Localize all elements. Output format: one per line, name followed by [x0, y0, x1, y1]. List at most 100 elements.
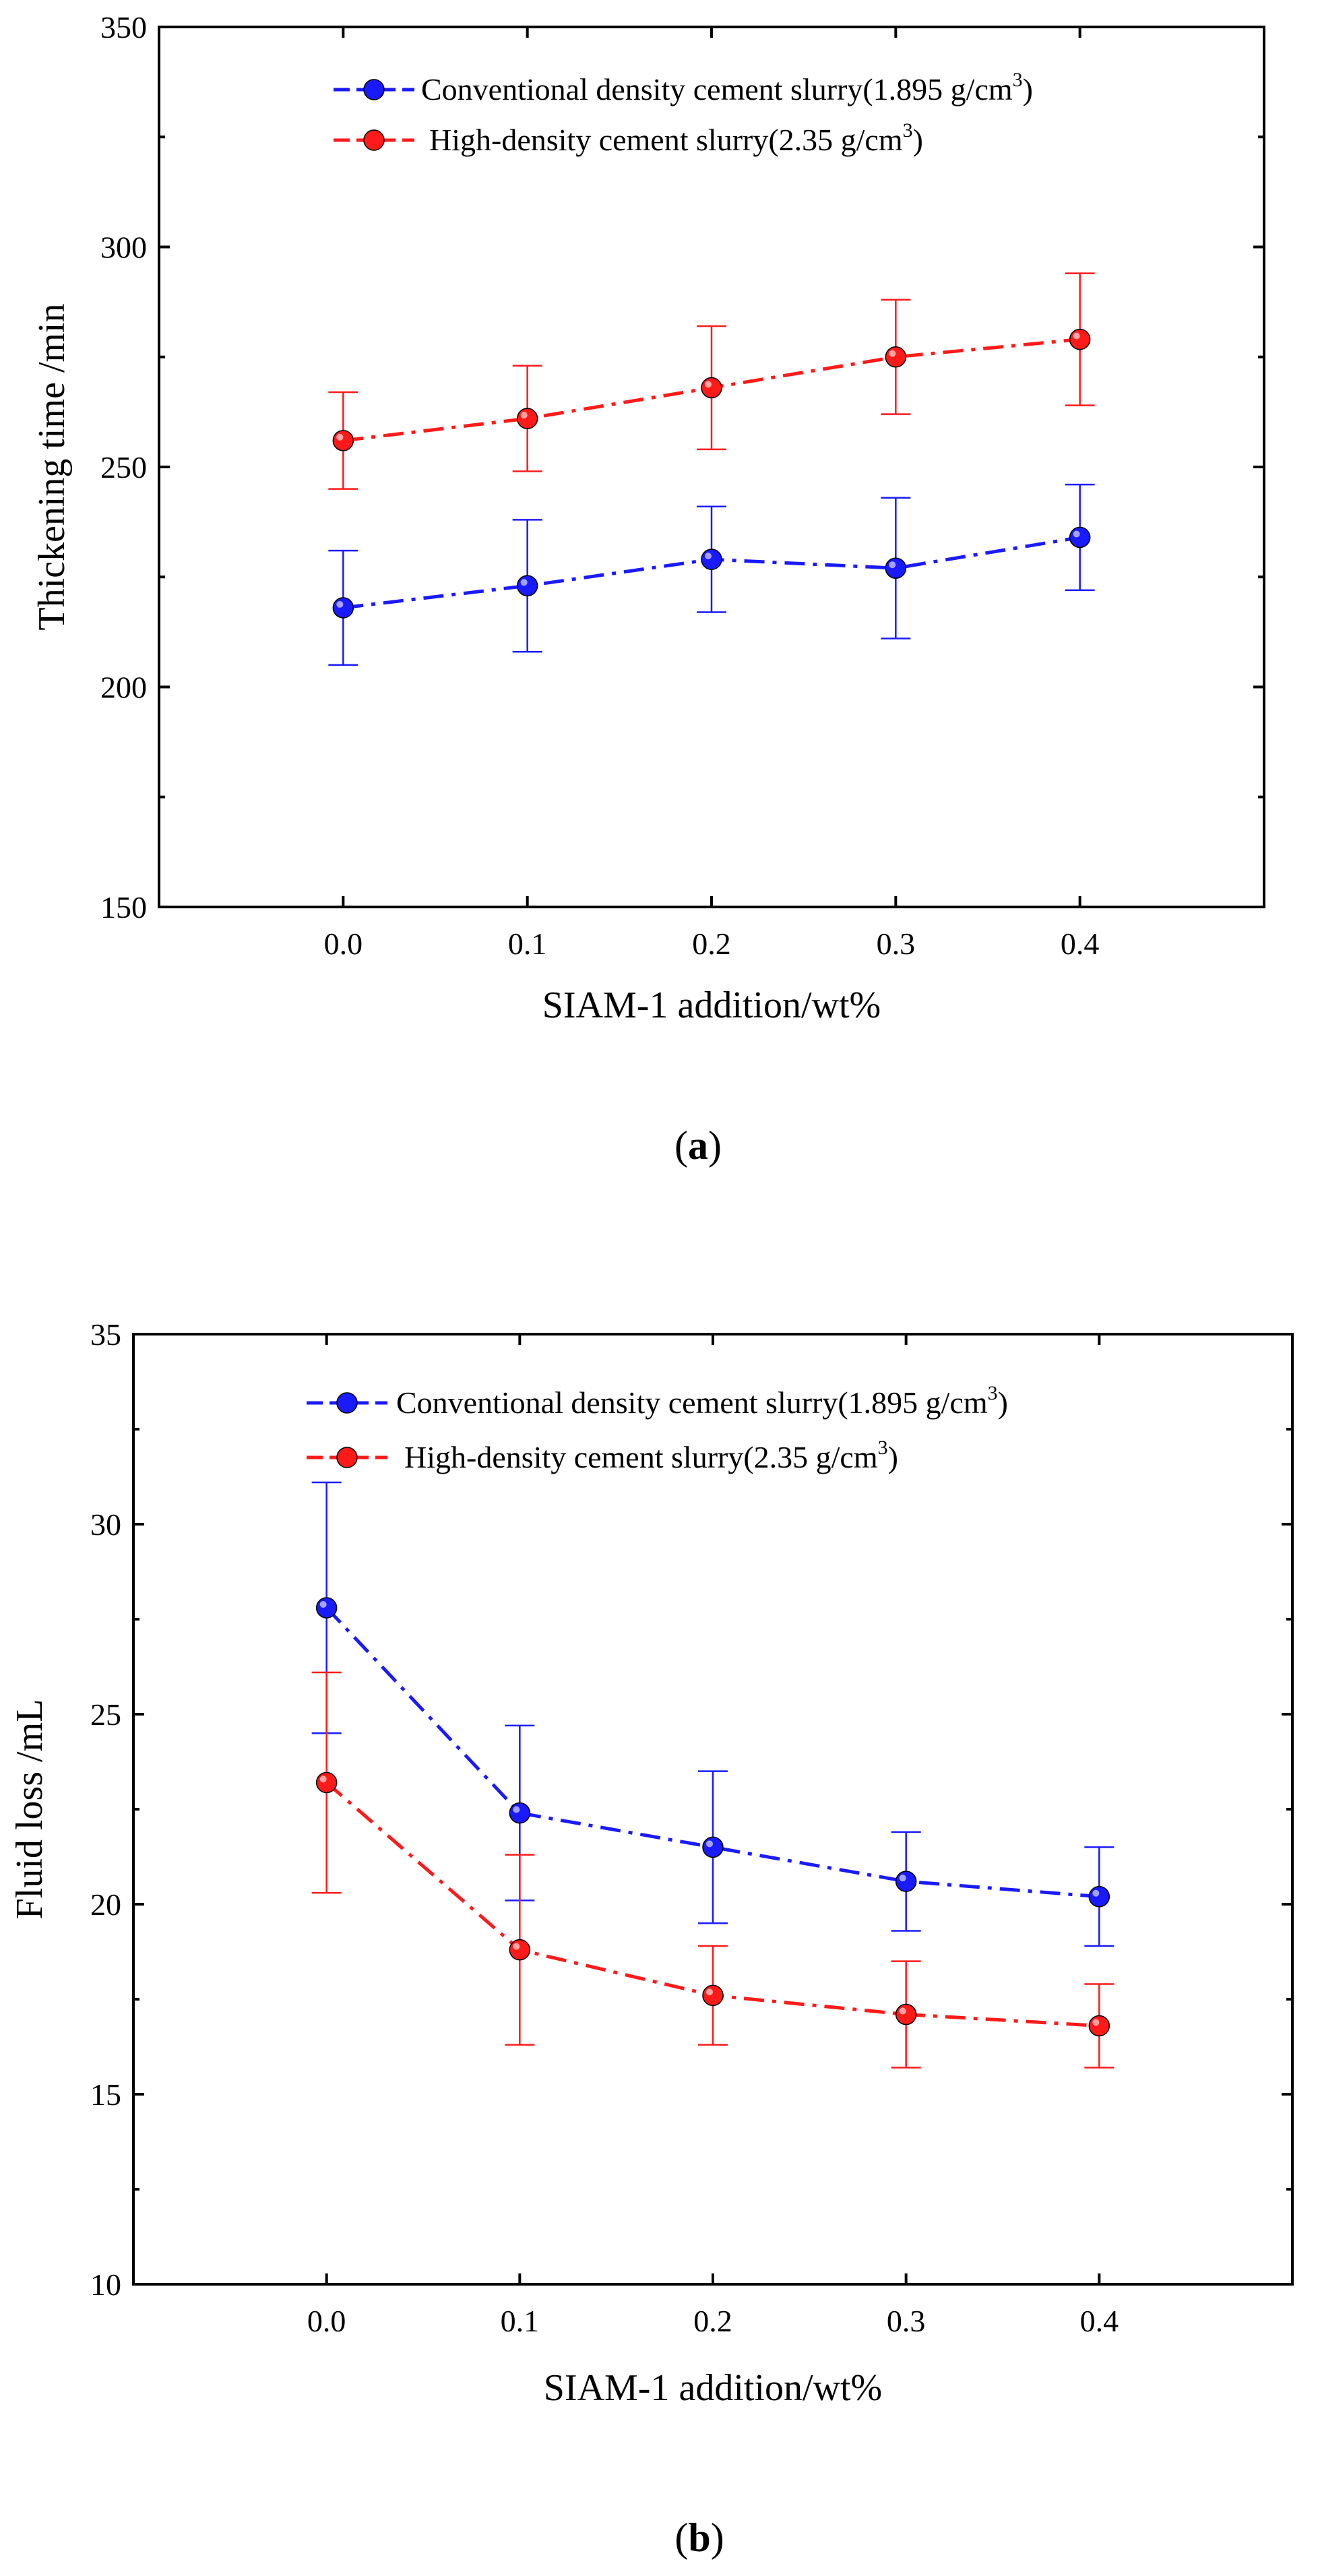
data-point: [885, 557, 907, 579]
x-tick-label: 0.3: [877, 926, 916, 961]
y-axis-title: Thickening time /min: [31, 303, 73, 630]
data-point-highlight: [706, 1840, 713, 1848]
series-0: [311, 1481, 1114, 1947]
data-point-highlight: [319, 1601, 327, 1608]
y-tick-label: 350: [100, 10, 147, 44]
data-point: [516, 575, 538, 597]
data-point-highlight: [889, 561, 896, 569]
legend-label: Conventional density cement slurry(1.895…: [396, 1382, 1008, 1420]
x-tick-label: 0.2: [692, 926, 731, 961]
legend-label-text: Conventional density cement slurry(1.895…: [396, 1385, 988, 1420]
legend-label-text: High-density cement slurry(2.35 g/cm: [404, 1440, 878, 1474]
y-tick-label: 300: [100, 230, 147, 265]
data-point: [701, 377, 722, 399]
data-point-highlight: [889, 350, 896, 357]
data-point: [332, 430, 354, 451]
data-point-highlight: [706, 1988, 713, 1996]
legend-label-sup: 3: [903, 119, 913, 142]
y-axis-title: Fluid loss /mL: [9, 1699, 51, 1920]
legend-entry-1: High-density cement slurry(2.35 g/cm3): [334, 119, 923, 157]
legend-entry-0: Conventional density cement slurry(1.895…: [334, 69, 1033, 106]
data-point-highlight: [520, 412, 528, 419]
data-point-highlight: [1092, 1889, 1100, 1897]
legend-label-tail: ): [888, 1440, 898, 1474]
chart-panel-a: 150 200 250 300 350 0.0 0.1 0.2 0.3 0.4 SIAM-1 add…: [31, 10, 1265, 1168]
legend-marker: [336, 1447, 358, 1468]
data-point: [1069, 328, 1091, 350]
legend-label: High-density cement slurry(2.35 g/cm3): [404, 1437, 898, 1474]
x-axis-title: SIAM-1 addition/wt%: [542, 984, 881, 1026]
data-point-highlight: [1073, 530, 1080, 538]
data-point: [701, 548, 722, 570]
data-point: [895, 1871, 917, 1892]
y-tick-label: 200: [100, 670, 147, 705]
chart-panel-b: 10 15 20 25 30 35 0.0 0.1 0.2 0.3 0.4 SIAM-1 additi…: [9, 1317, 1294, 2560]
data-point: [315, 1771, 338, 1794]
legend-label-sup: 3: [1013, 69, 1023, 91]
x-tick-label: 0.4: [1080, 2304, 1119, 2338]
legend-marker: [363, 129, 385, 151]
plot-frame: [158, 26, 1265, 908]
legend-label-tail: ): [998, 1385, 1008, 1420]
legend-label-tail: ): [913, 123, 923, 157]
x-tick-label: 0.1: [508, 926, 547, 961]
data-point-highlight: [1092, 2019, 1100, 2026]
series-1: [311, 1671, 1114, 2069]
data-point: [509, 1939, 531, 1961]
legend-label-text: High-density cement slurry(2.35 g/cm: [429, 123, 903, 157]
data-point: [702, 1984, 724, 2007]
panel-label-letter: a: [688, 1123, 708, 1168]
data-point: [516, 408, 538, 429]
data-point: [509, 1802, 531, 1824]
y-tick-label: 30: [90, 1507, 121, 1542]
y-tick-label: 15: [90, 2077, 121, 2112]
legend-entry-1: High-density cement slurry(2.35 g/cm3): [307, 1437, 898, 1474]
y-tick-label: 10: [90, 2267, 121, 2302]
series-0: [328, 483, 1095, 666]
data-point-highlight: [899, 2007, 906, 2015]
y-tick-label: 35: [90, 1317, 121, 1352]
data-point-highlight: [705, 381, 712, 388]
legend-label-tail: ): [1023, 72, 1033, 106]
data-point: [1088, 2015, 1110, 2037]
data-point: [315, 1597, 338, 1619]
x-tick-label: 0.0: [307, 2304, 346, 2338]
data-point-highlight: [336, 600, 344, 608]
panel-label-close: ): [708, 1123, 722, 1168]
data-point: [1088, 1885, 1110, 1908]
legend-label-sup: 3: [878, 1437, 888, 1459]
data-point-highlight: [336, 433, 344, 441]
x-tick-label: 0.2: [693, 2304, 732, 2338]
panel-label-open: (: [674, 2515, 688, 2560]
x-tick-label: 0.3: [887, 2304, 926, 2338]
panel-label-open: (: [674, 1123, 688, 1168]
data-point-highlight: [513, 1806, 520, 1813]
series-1: [328, 272, 1095, 490]
series-line: [325, 1606, 1100, 1899]
data-point-highlight: [520, 579, 528, 586]
y-tick-label: 150: [100, 890, 147, 924]
data-point-highlight: [319, 1776, 327, 1783]
x-tick-label: 0.1: [501, 2304, 540, 2338]
panel-label-close: ): [711, 2515, 724, 2560]
y-tick-label: 250: [100, 450, 147, 484]
legend-label: High-density cement slurry(2.35 g/cm3): [429, 119, 923, 157]
panel-label: (b): [674, 2515, 724, 2560]
legend-label-sup: 3: [988, 1382, 998, 1404]
legend-label: Conventional density cement slurry(1.895…: [421, 69, 1033, 106]
legend-label-text: Conventional density cement slurry(1.895…: [421, 72, 1013, 106]
data-point-highlight: [513, 1943, 520, 1950]
legend-entry-0: Conventional density cement slurry(1.895…: [307, 1382, 1008, 1420]
data-point-highlight: [899, 1875, 906, 1882]
panel-label: (a): [674, 1123, 722, 1168]
legend-marker: [336, 1392, 358, 1414]
panel-label-letter: b: [688, 2515, 710, 2560]
y-tick-label: 20: [90, 1887, 121, 1922]
x-tick-label: 0.4: [1061, 926, 1100, 961]
x-axis-title: SIAM-1 addition/wt%: [544, 2367, 882, 2409]
y-tick-label: 25: [90, 1697, 121, 1732]
data-point-highlight: [1073, 332, 1080, 340]
legend-marker: [363, 79, 385, 100]
data-point-highlight: [705, 553, 712, 560]
